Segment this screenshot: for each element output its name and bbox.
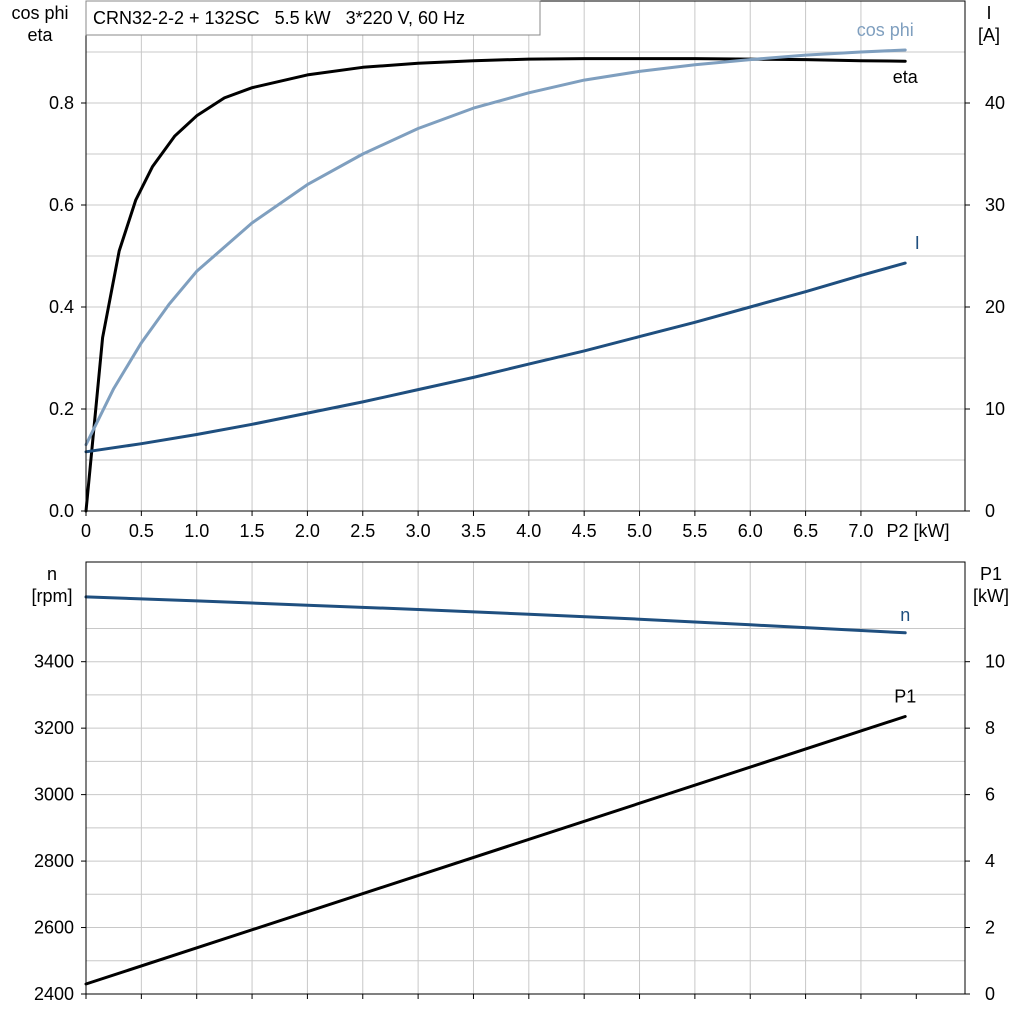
top-left-tick-label: 0.2: [49, 399, 74, 419]
bottom-plot-frame: [85, 561, 966, 995]
top-right-tick-label: 10: [985, 399, 1005, 419]
top-left-tick-label: 0.4: [49, 297, 74, 317]
top-x-tick-label: 3.0: [406, 521, 431, 541]
top-x-tick-label: 1.5: [240, 521, 265, 541]
top-x-tick-label: 3.5: [461, 521, 486, 541]
top-series-cos-phi-label: cos phi: [857, 20, 914, 40]
bottom-right-tick-label: 10: [985, 652, 1005, 672]
top-x-tick-label: 2.5: [350, 521, 375, 541]
bottom-left-tick-label: 3000: [34, 785, 74, 805]
bottom-series-n-label: n: [900, 605, 910, 625]
top-series-eta-label: eta: [893, 67, 919, 87]
chart-title: CRN32-2-2 + 132SC 5.5 kW 3*220 V, 60 Hz: [93, 8, 465, 28]
top-ticks: 0 0.5 1.0 1.5 2.0 2.5 3.0 3.5 4.0 4.5 5.0 5.5 6.0 6.5…: [49, 93, 1005, 541]
top-series-i-label: I: [915, 233, 920, 253]
top-x-tick-label: 5.0: [627, 521, 652, 541]
top-series-cos-phi-line: [84, 48, 907, 447]
top-left-tick-label: 0.8: [49, 93, 74, 113]
chart-efficiency-current: 0 0.5 1.0 1.5 2.0 2.5 3.0 3.5 4.0 4.5 5.0 5.5 6.0 6.5…: [11, 0, 1005, 541]
bottom-series-n-line: [84, 595, 907, 635]
top-x-tick-label: 0: [81, 521, 91, 541]
bottom-right-tick-label: 8: [985, 718, 995, 738]
bottom-axis-labels: n [rpm] P1 [kW]: [31, 564, 1009, 606]
bottom-series-p1-line: [84, 715, 907, 986]
bottom-right-tick-label: 6: [985, 785, 995, 805]
bottom-left-axis-title: n [rpm]: [31, 564, 72, 606]
bottom-left-tick-label: 2800: [34, 851, 74, 871]
top-x-tick-label: 6.5: [793, 521, 818, 541]
bottom-right-axis-title: P1 [kW]: [973, 564, 1009, 606]
top-x-tick-label: 1.0: [184, 521, 209, 541]
top-right-tick-label: 20: [985, 297, 1005, 317]
bottom-left-tick-label: 3200: [34, 718, 74, 738]
top-left-axis-title: cos phi eta: [11, 3, 68, 45]
bottom-right-tick-label: 0: [985, 984, 995, 1004]
top-right-axis-title: I [A]: [978, 3, 1000, 45]
top-series-i-line: [84, 261, 907, 454]
title-box-border: [85, 0, 541, 36]
top-series-eta-line: [84, 57, 907, 513]
chart-speed-power: 2400 2600 2800 3000 3200 3400 0 2 4 6 8 10 n [rpm] P1…: [31, 561, 1009, 1004]
top-x-tick-label: 4.5: [572, 521, 597, 541]
bottom-left-tick-label: 2600: [34, 918, 74, 938]
top-x-axis-label: P2 [kW]: [886, 521, 949, 541]
top-x-tick-label: 0.5: [129, 521, 154, 541]
bottom-grid: [86, 562, 965, 994]
title-box: CRN32-2-2 + 132SC 5.5 kW 3*220 V, 60 Hz: [85, 0, 541, 36]
top-left-tick-label: 0.0: [49, 501, 74, 521]
top-series: [84, 48, 907, 513]
top-right-tick-label: 30: [985, 195, 1005, 215]
top-x-tick-label: 6.0: [738, 521, 763, 541]
top-left-tick-label: 0.6: [49, 195, 74, 215]
top-x-tick-label: 7.0: [848, 521, 873, 541]
bottom-series-p1-label: P1: [894, 687, 916, 707]
bottom-ticks: 2400 2600 2800 3000 3200 3400 0 2 4 6 8 10: [34, 652, 1005, 1004]
top-x-tick-label: 4.0: [516, 521, 541, 541]
bottom-left-tick-label: 3400: [34, 652, 74, 672]
top-series-labels: eta cos phi I: [857, 20, 920, 253]
bottom-right-tick-label: 4: [985, 851, 995, 871]
top-right-tick-label: 40: [985, 93, 1005, 113]
bottom-series: [84, 595, 907, 986]
top-grid: [86, 1, 965, 511]
bottom-right-tick-label: 2: [985, 918, 995, 938]
bottom-series-labels: n P1: [894, 605, 916, 707]
bottom-left-tick-label: 2400: [34, 984, 74, 1004]
top-right-tick-label: 0: [985, 501, 995, 521]
top-x-tick-label: 5.5: [682, 521, 707, 541]
top-x-tick-label: 2.0: [295, 521, 320, 541]
